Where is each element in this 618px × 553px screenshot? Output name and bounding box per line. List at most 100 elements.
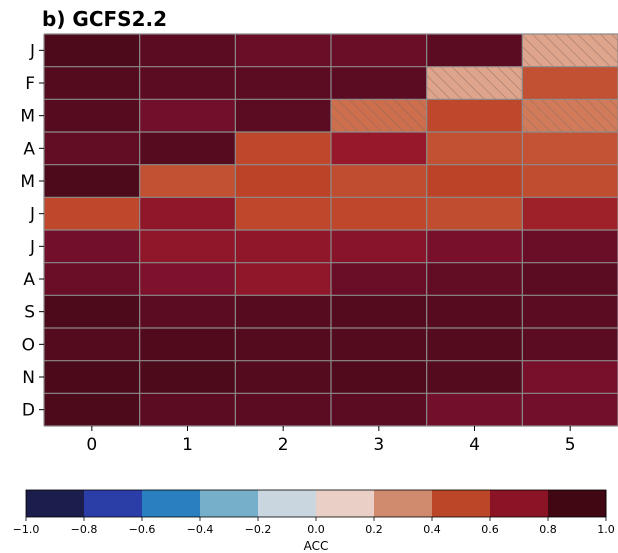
colorbar-tick-label: 0.6 <box>481 523 499 536</box>
heatmap-cell <box>522 262 618 296</box>
colorbar-segment <box>200 490 259 517</box>
heatmap-cell <box>44 99 141 133</box>
colorbar-segment <box>142 490 201 517</box>
heatmap-cell <box>139 34 236 68</box>
colorbar-tick-label: 0.8 <box>539 523 557 536</box>
x-tick-label: 2 <box>278 435 289 455</box>
heatmap-cell <box>522 66 618 100</box>
x-tick-label: 4 <box>469 435 480 455</box>
heatmap-cell <box>522 393 618 427</box>
heatmap-cell <box>235 197 332 231</box>
heatmap-cell <box>426 132 523 166</box>
heatmap-cell <box>331 328 428 362</box>
heatmap-cell <box>139 66 236 100</box>
hatched-cell <box>426 66 523 100</box>
heatmap-cell <box>426 230 523 264</box>
grid-lines <box>43 33 618 427</box>
heatmap-cell <box>235 328 332 362</box>
heatmap-cell <box>44 360 141 394</box>
heatmap-cell <box>331 164 428 198</box>
heatmap-cell <box>44 164 141 198</box>
heatmap-cell <box>426 262 523 296</box>
heatmap-cell <box>235 262 332 296</box>
heatmap-cells <box>44 34 618 427</box>
heatmap-cell <box>235 164 332 198</box>
hatched-cell <box>522 34 618 67</box>
heatmap-cell <box>426 295 523 329</box>
hatched-cell <box>522 99 618 132</box>
heatmap-cell <box>331 66 428 100</box>
colorbar-label: ACC <box>304 539 329 553</box>
heatmap-cell <box>426 328 523 362</box>
heatmap-cell <box>139 230 236 264</box>
heatmap-cell <box>331 393 428 427</box>
heatmap-cell <box>426 393 523 427</box>
heatmap-cell <box>44 262 141 296</box>
colorbar: −1.0 −0.8 −0.6 −0.4 −0.2 0.0 0.2 0.4 0.6 0.8 1.0 <box>13 489 615 536</box>
heatmap-cell <box>44 34 141 68</box>
colorbar-tick-label: 0.0 <box>307 523 325 536</box>
heatmap-cell <box>139 99 236 133</box>
heatmap-cell <box>139 360 236 394</box>
x-tick-label: 3 <box>373 435 384 455</box>
heatmap-cell <box>522 164 618 198</box>
y-tick-label: J <box>29 41 35 61</box>
heatmap-cell <box>522 197 618 231</box>
heatmap-cell <box>331 132 428 166</box>
heatmap-cell <box>235 360 332 394</box>
colorbar-segment <box>374 490 433 517</box>
colorbar-tick-label: −0.4 <box>187 523 214 536</box>
heatmap-cell <box>44 230 141 264</box>
y-tick-label: O <box>22 335 35 355</box>
y-tick-label: F <box>25 74 35 94</box>
heatmap-cell <box>522 230 618 264</box>
heatmap-cell <box>139 295 236 329</box>
colorbar-segment <box>432 490 491 517</box>
y-tick-label: A <box>23 139 35 159</box>
chart-title: b) GCFS2.2 <box>42 7 167 31</box>
heatmap-cell <box>235 230 332 264</box>
heatmap-cell <box>426 99 523 133</box>
colorbar-tick-label: −1.0 <box>13 523 40 536</box>
colorbar-segment <box>490 490 549 517</box>
colorbar-segment <box>84 490 143 517</box>
heatmap-cell <box>44 66 141 100</box>
heatmap-cell <box>235 393 332 427</box>
hatched-cell <box>331 99 427 132</box>
heatmap-cell <box>331 34 428 68</box>
heatmap-cell <box>139 197 236 231</box>
heatmap-cell <box>139 328 236 362</box>
heatmap-cell <box>139 132 236 166</box>
heatmap-cell <box>139 164 236 198</box>
heatmap-cell <box>522 132 618 166</box>
heatmap-cell <box>44 295 141 329</box>
heatmap-cell <box>139 262 236 296</box>
colorbar-tick-label: 0.2 <box>365 523 383 536</box>
heatmap-cell <box>426 34 523 68</box>
heatmap-cell <box>235 34 332 68</box>
heatmap-cell <box>331 197 428 231</box>
heatmap-cell <box>522 295 618 329</box>
x-tick-label: 0 <box>86 435 97 455</box>
heatmap-cell <box>426 360 523 394</box>
colorbar-tick-label: −0.6 <box>129 523 156 536</box>
y-tick-label: N <box>22 368 35 388</box>
heatmap-cell <box>235 132 332 166</box>
y-tick-label: M <box>20 172 35 192</box>
x-axis: 0 1 2 3 4 5 <box>86 426 576 455</box>
colorbar-segment <box>26 490 85 517</box>
heatmap-cell <box>522 360 618 394</box>
y-tick-label: J <box>29 237 35 257</box>
heatmap-cell <box>235 66 332 100</box>
y-tick-label: S <box>24 303 35 323</box>
heatmap-cell <box>331 295 428 329</box>
colorbar-tick-label: 0.4 <box>423 523 441 536</box>
colorbar-tick-label: −0.8 <box>71 523 98 536</box>
colorbar-segment <box>548 490 607 517</box>
heatmap-cell <box>426 197 523 231</box>
x-tick-label: 1 <box>182 435 193 455</box>
heatmap-cell <box>44 328 141 362</box>
heatmap-cell <box>522 328 618 362</box>
